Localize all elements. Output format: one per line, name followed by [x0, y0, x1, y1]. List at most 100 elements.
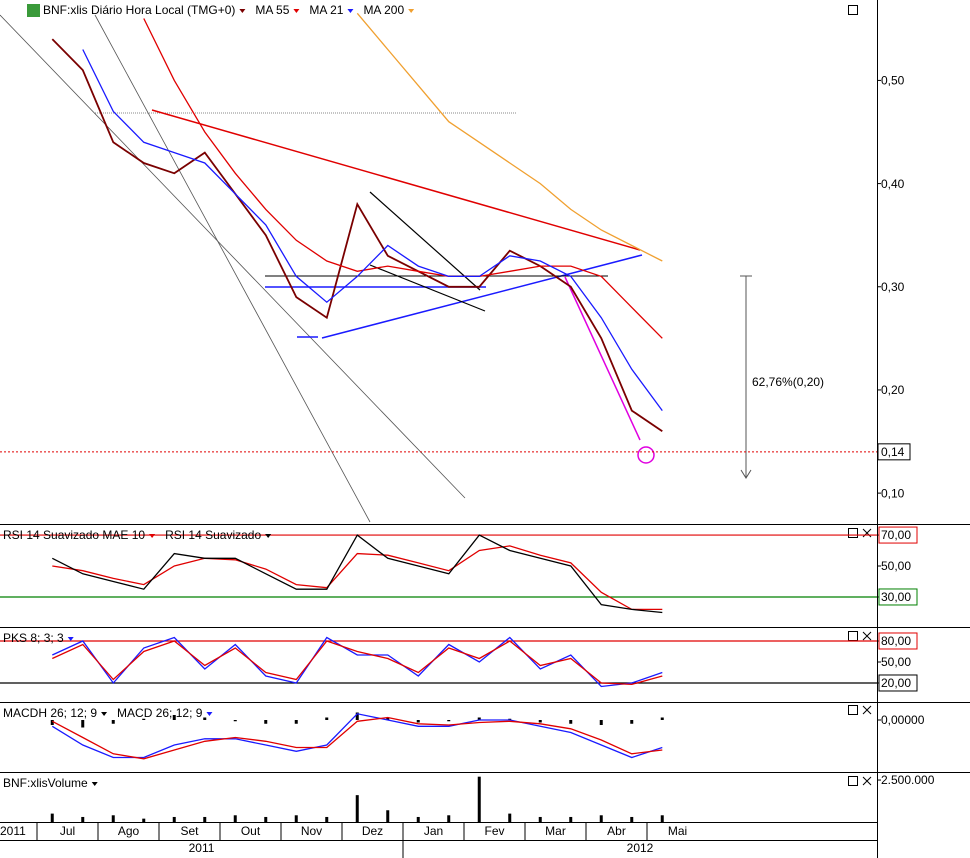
- legend-entry: BNF:xlis Diário Hora Local (TMG+0): [43, 3, 235, 17]
- tick-box: [878, 632, 918, 650]
- close-icon[interactable]: [862, 528, 872, 538]
- y-tick-label: 0,30: [881, 280, 905, 294]
- bar: [416, 720, 420, 723]
- channel-line: [94, 14, 371, 523]
- series-line: [51, 716, 663, 760]
- legend-dropdown: [206, 712, 213, 716]
- series-line: [52, 534, 663, 614]
- x-edge-label: 2011: [0, 824, 26, 838]
- trend-line: [564, 276, 641, 441]
- bar: [111, 720, 115, 724]
- close-icon[interactable]: [862, 631, 872, 641]
- price-box: [877, 443, 911, 461]
- maximize-icon[interactable]: [848, 705, 858, 715]
- trend-line: [369, 191, 481, 291]
- bar: [233, 720, 237, 722]
- series-line: [51, 713, 663, 759]
- bar: [233, 815, 237, 822]
- trend-line: [369, 264, 486, 312]
- y-tick-label: 0,50: [881, 74, 905, 88]
- bar: [477, 776, 481, 822]
- bar: [264, 720, 268, 724]
- bar: [50, 720, 54, 725]
- legend-entry: MA 200: [363, 3, 404, 17]
- x-tick-label: Set: [180, 824, 199, 838]
- series-line: [143, 18, 663, 339]
- x-tick-label: Out: [241, 824, 261, 838]
- bar: [416, 816, 420, 822]
- x-tick-label: Jan: [424, 824, 443, 838]
- symbol-icon: [27, 4, 40, 17]
- bar: [447, 815, 451, 822]
- series-line: [52, 545, 663, 611]
- bar: [569, 816, 573, 822]
- year-label: 2012: [627, 841, 654, 855]
- bar: [599, 720, 603, 725]
- bar: [508, 813, 512, 822]
- close-icon[interactable]: [862, 776, 872, 786]
- tick-box: [878, 674, 918, 692]
- close-icon[interactable]: [862, 705, 872, 715]
- bar: [203, 717, 207, 720]
- bar: [294, 815, 298, 822]
- legend-entry: MACDH 26; 12; 9: [3, 706, 97, 720]
- legend-entry: RSI 14 Suavizado: [165, 528, 261, 542]
- series-line: [82, 49, 663, 411]
- legend-entry: MACD 26; 12; 9: [117, 706, 203, 720]
- trend-line: [321, 254, 643, 339]
- bar: [355, 795, 359, 822]
- y-tick-label: 20,00: [881, 676, 911, 690]
- series-line: [52, 640, 663, 686]
- legend-dropdown: [67, 637, 74, 641]
- legend-entry: RSI 14 Suavizado MAE 10: [3, 528, 145, 542]
- bar: [325, 717, 329, 720]
- legend-entry: MA 21: [309, 3, 343, 17]
- bar: [386, 810, 390, 822]
- y-tick-label: 50,00: [881, 559, 911, 573]
- maximize-icon[interactable]: [848, 528, 858, 538]
- trend-line: [151, 109, 641, 251]
- x-tick-label: Abr: [607, 824, 626, 838]
- legend-dropdown: [101, 712, 108, 716]
- bar: [660, 815, 664, 822]
- bar: [50, 813, 54, 822]
- y-tick-label: 0,40: [881, 177, 905, 191]
- legend-entry: BNF:xlisVolume: [3, 776, 88, 790]
- y-tick-label: 30,00: [881, 590, 911, 604]
- bar: [538, 720, 542, 723]
- legend-dropdown: [239, 9, 246, 13]
- x-tick-label: Dez: [362, 824, 383, 838]
- measure-arrow: [740, 469, 752, 479]
- bar: [325, 816, 329, 822]
- x-tick-label: Ago: [118, 824, 140, 838]
- y-tick-label: 50,00: [881, 655, 911, 669]
- bar: [172, 816, 176, 822]
- x-tick-label: Jul: [60, 824, 75, 838]
- series-line: [52, 636, 663, 688]
- bar: [630, 816, 634, 822]
- bar: [81, 816, 85, 822]
- bar: [111, 815, 115, 822]
- bar: [203, 816, 207, 822]
- legend-entry: MA 55: [255, 3, 289, 17]
- x-tick-label: Mai: [668, 824, 687, 838]
- tick-box: [878, 588, 918, 606]
- maximize-icon[interactable]: [848, 776, 858, 786]
- y-tick-label: 70,00: [881, 528, 911, 542]
- maximize-icon[interactable]: [848, 5, 858, 15]
- y-tick-label: 80,00: [881, 634, 911, 648]
- channel-line: [0, 14, 466, 499]
- x-tick-label: Fev: [484, 824, 504, 838]
- bar: [142, 818, 146, 822]
- year-label: 2011: [189, 841, 215, 855]
- bar: [172, 715, 176, 720]
- panel-icons: [848, 5, 872, 786]
- y-tick-label: 0,20: [881, 383, 905, 397]
- legend-entry: PKS 8; 3; 3: [3, 631, 64, 645]
- y-tick-label: 0,00000: [881, 713, 925, 727]
- legend-dropdown: [265, 534, 272, 538]
- legend-dropdown: [293, 9, 300, 13]
- bar: [660, 717, 664, 720]
- legend-dropdown: [91, 782, 98, 786]
